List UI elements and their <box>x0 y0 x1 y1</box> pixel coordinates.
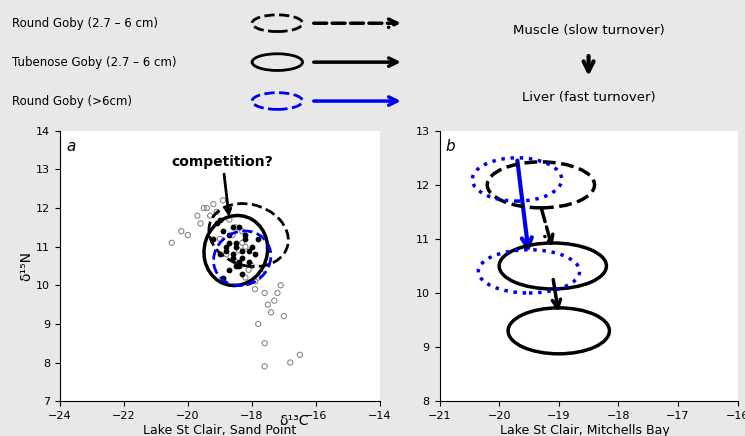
Point <box>259 290 270 296</box>
Point <box>204 212 216 219</box>
Point <box>226 255 238 262</box>
Point <box>224 216 235 223</box>
Point <box>217 228 229 235</box>
Point <box>243 259 255 266</box>
Point <box>221 251 232 258</box>
Point <box>214 216 226 223</box>
Text: δ¹³C: δ¹³C <box>279 414 309 428</box>
Point <box>233 262 245 269</box>
Point <box>243 247 255 254</box>
Point <box>214 235 226 242</box>
Point <box>166 239 178 246</box>
Point <box>224 239 235 246</box>
Point <box>226 232 238 238</box>
Point <box>191 212 203 219</box>
Text: Round Goby (>6cm): Round Goby (>6cm) <box>12 95 132 108</box>
Point <box>253 235 264 242</box>
Point <box>230 259 242 266</box>
Point <box>271 290 283 296</box>
Point <box>253 274 264 281</box>
Point <box>233 259 245 266</box>
Point <box>211 208 223 215</box>
Point <box>230 239 242 246</box>
Point <box>226 251 238 258</box>
Point <box>236 247 248 254</box>
Point <box>268 297 280 304</box>
Point <box>230 243 242 250</box>
Point <box>246 262 258 269</box>
Point <box>175 228 187 235</box>
Point <box>236 239 248 246</box>
Point <box>198 204 210 211</box>
Point <box>194 220 206 227</box>
Point <box>285 359 297 366</box>
Point <box>262 301 274 308</box>
Point <box>207 201 219 208</box>
Point <box>233 224 245 231</box>
Point <box>236 255 248 262</box>
Point <box>246 243 258 250</box>
Point <box>224 266 235 273</box>
Point <box>294 351 306 358</box>
Point <box>221 243 232 250</box>
Point <box>217 274 229 281</box>
Point <box>207 235 219 242</box>
Point <box>239 274 251 281</box>
Text: b: b <box>446 139 455 154</box>
Point <box>214 251 226 258</box>
Point <box>201 204 213 211</box>
Point <box>211 220 223 227</box>
Text: Liver (fast turnover): Liver (fast turnover) <box>522 91 656 104</box>
Point <box>226 224 238 231</box>
Point <box>243 266 255 273</box>
Point <box>249 286 261 293</box>
Point <box>239 235 251 242</box>
Point <box>224 232 235 238</box>
Point <box>259 340 270 347</box>
Point <box>236 270 248 277</box>
Text: competition?: competition? <box>172 154 273 214</box>
Point <box>239 243 251 250</box>
Text: a: a <box>66 139 75 154</box>
Point <box>265 309 277 316</box>
Text: Tubenose Goby (2.7 – 6 cm): Tubenose Goby (2.7 – 6 cm) <box>12 56 177 68</box>
Y-axis label: δ¹⁵N: δ¹⁵N <box>19 251 33 281</box>
Text: Lake St Clair, Mitchells Bay: Lake St Clair, Mitchells Bay <box>500 424 670 436</box>
Text: Round Goby (2.7 – 6 cm): Round Goby (2.7 – 6 cm) <box>12 17 158 30</box>
Text: Lake St Clair, Sand Point: Lake St Clair, Sand Point <box>143 424 297 436</box>
Point <box>239 232 251 238</box>
Point <box>249 251 261 258</box>
Point <box>236 228 248 235</box>
Point <box>221 247 232 254</box>
Point <box>230 224 242 231</box>
Point <box>230 262 242 269</box>
Point <box>259 363 270 370</box>
Point <box>278 313 290 320</box>
Point <box>217 197 229 204</box>
Point <box>275 282 287 289</box>
Point <box>256 270 267 277</box>
Point <box>249 278 261 285</box>
Point <box>182 232 194 238</box>
Text: Muscle (slow turnover): Muscle (slow turnover) <box>513 24 665 37</box>
Point <box>233 247 245 254</box>
Point <box>253 320 264 327</box>
